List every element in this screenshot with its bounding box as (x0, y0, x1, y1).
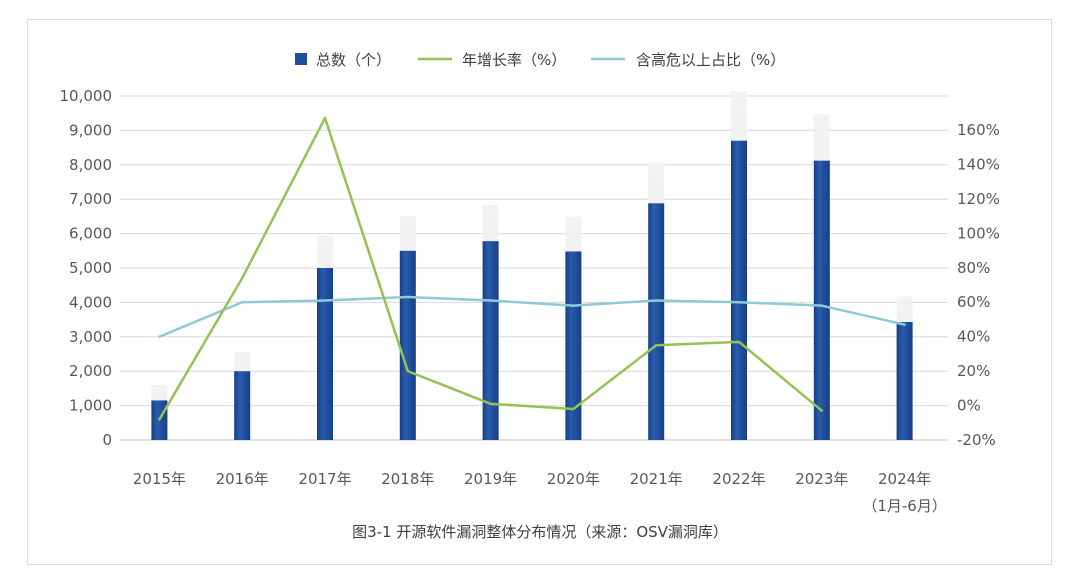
bar (482, 241, 499, 440)
bar (896, 322, 913, 440)
left-tick-label: 9,000 (69, 121, 112, 139)
high-risk-share-line (158, 295, 906, 338)
left-tick-label: 10,000 (60, 87, 113, 105)
x-tick-label: 2022年 (712, 470, 765, 488)
right-tick-label: 0% (957, 397, 981, 415)
right-tick-label: 120% (957, 190, 1000, 208)
bar (317, 268, 333, 440)
right-tick-label: 40% (957, 328, 990, 346)
x-tick-label: 2015年 (133, 470, 186, 488)
x-tick-label: 2019年 (464, 470, 517, 488)
legend-label-high-risk: 含高危以上占比（%） (636, 51, 785, 69)
legend: 总数（个） 年增长率（%） 含高危以上占比（%） (295, 51, 785, 69)
x-tick-label: 2020年 (547, 470, 600, 488)
x-tick-label: 2017年 (298, 470, 351, 488)
left-tick-label: 4,000 (69, 293, 112, 311)
left-tick-label: 0 (102, 431, 112, 449)
left-tick-label: 3,000 (69, 328, 112, 346)
bar (399, 250, 416, 440)
x-tick-label: 2024年 (878, 470, 931, 488)
left-axis-ticks: 0 1,000 2,000 3,000 4,000 5,000 6,000 7,000 8,00… (60, 87, 113, 449)
legend-label-total: 总数（个） (316, 51, 391, 69)
right-axis-ticks: -20% 0% 20% 40% 60% 80% 100% 120% 140% 160% (957, 121, 1000, 449)
left-tick-label: 1,000 (69, 397, 112, 415)
right-tick-label: 140% (957, 155, 1000, 173)
gridlines (120, 95, 948, 441)
x-tick-label: 2016年 (216, 470, 269, 488)
chart-frame (27, 19, 1052, 565)
bar (813, 160, 830, 440)
right-tick-label: 20% (957, 362, 990, 380)
legend-label-growth: 年增长率（%） (462, 51, 566, 69)
x-axis-ticks: 2015年 2016年 2017年 2018年 2019年 2020年 2021年 2022年… (133, 470, 947, 515)
x-tick-label: 2018年 (381, 470, 434, 488)
left-tick-label: 6,000 (69, 225, 112, 243)
right-tick-label: 160% (957, 121, 1000, 139)
left-tick-label: 2,000 (69, 362, 112, 380)
x-tick-label: 2023年 (795, 470, 848, 488)
bar (234, 371, 251, 440)
right-tick-label: 100% (957, 224, 1000, 242)
bar (565, 251, 582, 440)
bar (648, 203, 665, 440)
line-series (158, 116, 906, 421)
right-tick-label: 60% (957, 293, 990, 311)
left-tick-label: 8,000 (69, 156, 112, 174)
bar (731, 140, 747, 440)
left-tick-label: 5,000 (69, 259, 112, 277)
x-tick-sublabel: （1月-6月） (862, 497, 947, 515)
legend-swatch-total (295, 53, 307, 65)
right-tick-label: 80% (957, 259, 990, 277)
bar-series (151, 91, 913, 441)
left-tick-label: 7,000 (69, 190, 112, 208)
chart-caption: 图3-1 开源软件漏洞整体分布情况（来源：OSV漏洞库） (352, 523, 728, 541)
x-tick-label: 2021年 (630, 470, 683, 488)
right-tick-label: -20% (957, 431, 996, 449)
